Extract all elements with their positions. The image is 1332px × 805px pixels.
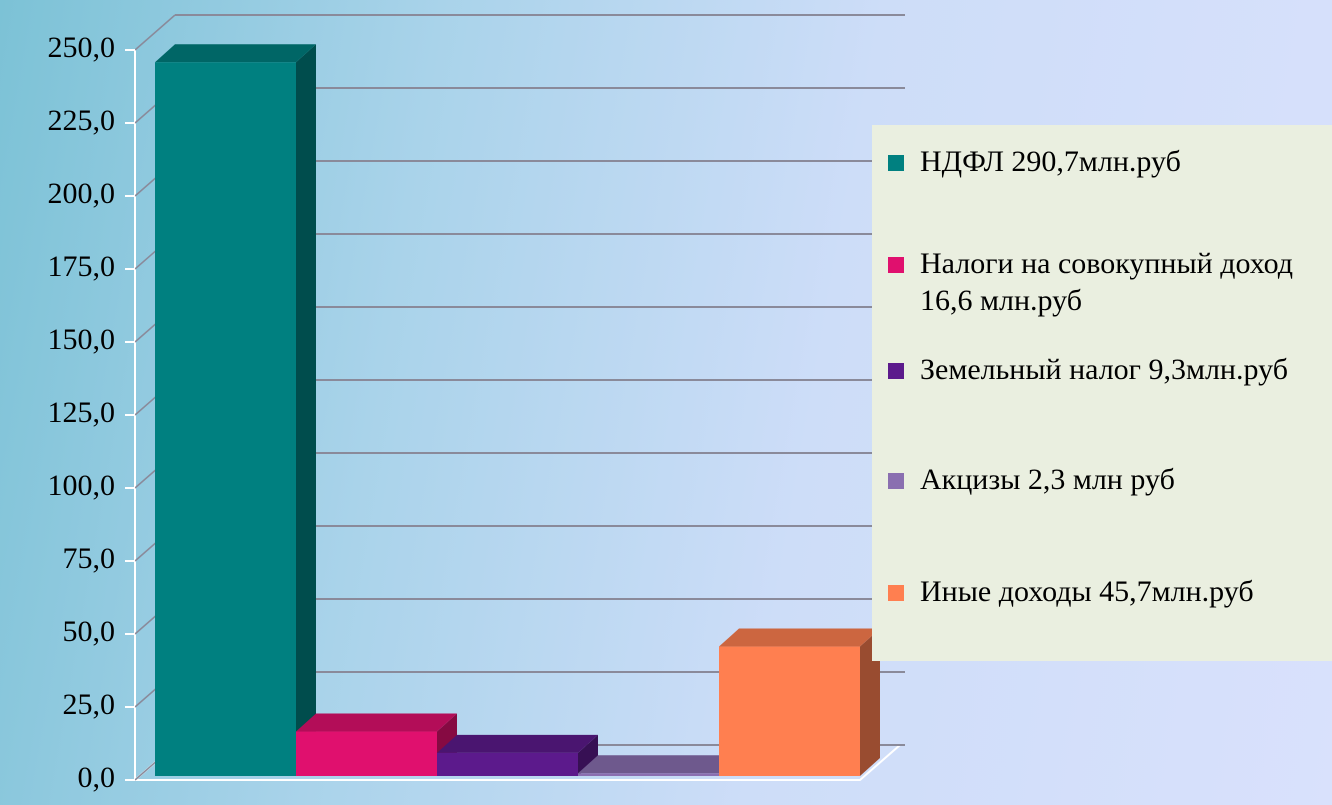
legend-label: НДФЛ 290,7млн.руб [920,145,1181,178]
legend-label: Земельный налог 9,3млн.руб [920,353,1288,386]
y-tick-label: 225,0 [48,104,116,137]
grid-line-side [134,14,176,51]
bar [155,62,296,776]
legend-label: Налоги на совокупный доход 16,6 млн.руб [920,247,1293,317]
legend-swatch [888,363,904,379]
legend-swatch [888,257,904,273]
bar-top [437,734,598,753]
bar-side [578,734,598,776]
y-tick-label: 0,0 [78,761,116,794]
y-tick-label: 75,0 [63,542,116,575]
y-tick-label: 100,0 [48,469,116,502]
y-tick-label: 25,0 [63,688,116,721]
bar-group [155,44,316,776]
legend-swatch [888,585,904,601]
bar [296,731,437,776]
y-tick-label: 150,0 [48,323,116,356]
legend-label: Иные доходы 45,7млн.руб [920,575,1254,608]
y-tick-label: 250,0 [48,31,116,64]
bar-top [578,755,739,774]
bar-side [860,628,880,776]
legend-label: Акцизы 2,3 млн руб [920,463,1175,496]
y-tick-label: 200,0 [48,177,116,210]
bar-top [155,44,316,63]
bar-group [296,713,457,776]
bar-side [296,44,316,776]
y-tick-label: 50,0 [63,615,116,648]
bar-group [719,628,880,776]
legend-swatch [888,473,904,489]
legend: НДФЛ 290,7млн.руб Налоги на совокупный до… [872,125,1332,661]
bar-top [296,713,457,732]
bar-group [578,755,739,776]
y-tick-label: 175,0 [48,250,116,283]
bar [719,646,860,776]
bar-top [719,628,880,647]
y-tick-label: 125,0 [48,396,116,429]
bar [578,773,719,776]
bar-group [437,734,598,776]
legend-swatch [888,155,904,171]
bar [437,752,578,776]
